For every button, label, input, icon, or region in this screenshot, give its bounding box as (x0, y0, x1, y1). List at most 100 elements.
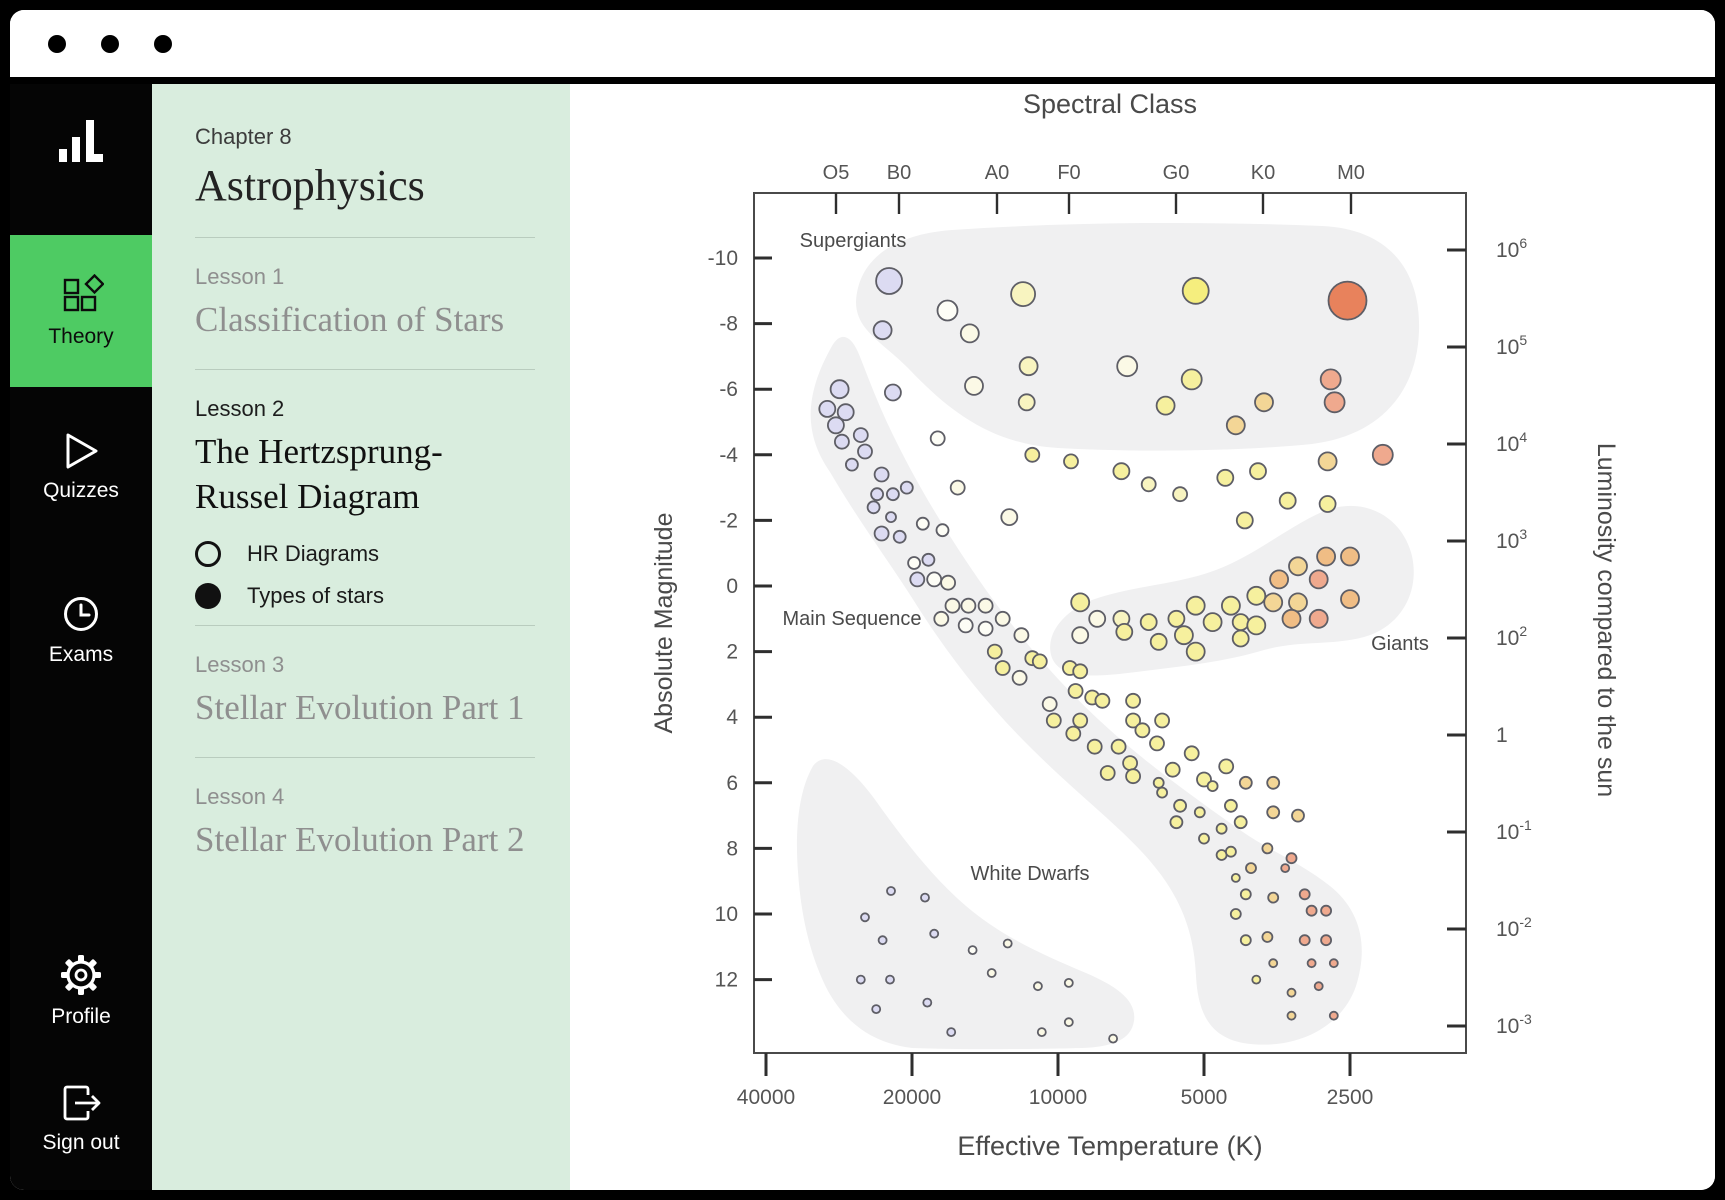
star-dot-giants (1340, 589, 1360, 609)
magnitude-tick: -2 (719, 509, 738, 532)
sidebar-item-theory[interactable]: Theory (10, 235, 152, 387)
play-icon (66, 433, 98, 469)
star-dot-supergiants (1010, 281, 1036, 308)
star-dot-main_sequence (1013, 627, 1030, 644)
star-dot-white_dwarfs (1108, 1033, 1118, 1044)
star-dot-main_sequence (1298, 934, 1311, 947)
star-dot-giants (1185, 641, 1206, 662)
main-content: Theory Quizzes Exams (10, 84, 1715, 1190)
spectral-class-tick: B0 (887, 162, 911, 184)
star-dot-white_dwarfs (1063, 1017, 1074, 1028)
star-dot-supergiants (1017, 393, 1036, 412)
lesson-title: Stellar Evolution Part 2 (195, 820, 525, 860)
star-dot-main_sequence (1065, 725, 1082, 742)
star-dot-main_sequence (977, 597, 994, 614)
star-dot-supergiants (1327, 280, 1368, 321)
star-dot-field (1318, 495, 1337, 513)
star-dot-main_sequence (940, 574, 956, 591)
star-dot-supergiants (1155, 395, 1176, 416)
star-dot-main_sequence (1320, 904, 1332, 917)
star-dot-main_sequence (986, 643, 1003, 660)
star-dot-field (949, 479, 966, 496)
region-label-main-sequence: Main Sequence (783, 608, 922, 630)
star-dot-main_sequence (1031, 653, 1048, 670)
star-dot-main_sequence (1193, 806, 1206, 819)
star-dot-main_sequence (1110, 738, 1127, 755)
star-dot-supergiants (959, 323, 980, 344)
star-dot-main_sequence (1280, 863, 1291, 873)
star-dot-main_sequence (960, 597, 977, 614)
star-dot-white_dwarfs (920, 892, 930, 903)
star-dot-main_sequence (1239, 888, 1252, 901)
filled-circle-bullet-icon (195, 583, 221, 610)
top-axis-title: Spectral Class (1023, 89, 1197, 119)
star-dot-main_sequence (1072, 712, 1089, 729)
star-dot-giants (1231, 613, 1250, 631)
sidebar-item-exams[interactable]: Exams (10, 592, 152, 667)
left-axis-title: Absolute Magnitude (650, 513, 678, 734)
star-dot-main_sequence (1218, 758, 1235, 775)
window-control-dot[interactable] (48, 34, 66, 53)
subitem-types-of-stars[interactable]: Types of stars (195, 583, 535, 610)
app-logo[interactable] (10, 118, 152, 164)
sidebar-item-label: Theory (48, 324, 114, 348)
star-dot-white_dwarfs (946, 1027, 957, 1037)
star-dot-field (1235, 511, 1254, 530)
sign-out-icon (63, 1085, 101, 1121)
sidebar: Theory Quizzes Exams (10, 84, 152, 1190)
sidebar-item-quizzes[interactable]: Quizzes (10, 430, 152, 503)
lesson-label: Lesson 4 (195, 784, 285, 810)
star-dot-main_sequence (1206, 780, 1219, 792)
star-dot-supergiants (1180, 368, 1203, 391)
star-dot-supergiants (872, 320, 893, 341)
star-dot-main_sequence (1094, 692, 1111, 709)
star-dot-field (1371, 443, 1394, 466)
star-dot-field (1024, 446, 1041, 463)
star-dot-giants (1149, 632, 1168, 651)
lesson-item-1[interactable]: Lesson 1 Classification of Stars (195, 264, 535, 343)
luminosity-tick: 1 (1496, 724, 1508, 747)
sidebar-item-signout[interactable]: Sign out (10, 1082, 152, 1155)
star-dot-field (1112, 462, 1131, 481)
clock-icon (64, 597, 98, 631)
lesson-item-4[interactable]: Lesson 4 Stellar Evolution Part 2 (195, 784, 535, 863)
star-dot-main_sequence (873, 525, 890, 542)
subitem-hr-diagrams[interactable]: HR Diagrams (195, 541, 535, 568)
temperature-tick: 2500 (1327, 1086, 1374, 1109)
star-dot-main_sequence (1149, 735, 1165, 752)
star-dot-giants (1340, 546, 1360, 567)
star-dot-field (1000, 508, 1019, 526)
star-dot-main_sequence (926, 571, 943, 588)
star-dot-main_sequence (921, 552, 936, 567)
sidebar-item-profile[interactable]: Profile (10, 952, 152, 1029)
star-dot-field (1140, 476, 1157, 493)
star-dot-main_sequence (1154, 712, 1170, 729)
magnitude-tick: 12 (715, 969, 738, 992)
luminosity-tick: 106 (1496, 235, 1527, 262)
lesson-item-2[interactable]: Lesson 2 The Hertzsprung-Russel Diagram … (195, 396, 535, 610)
star-dot-main_sequence (1164, 761, 1181, 778)
star-dot-giants (1139, 613, 1158, 631)
star-dot-main_sequence (1238, 775, 1253, 790)
region-supergiants (856, 222, 1420, 451)
lesson-label: Lesson 2 (195, 395, 285, 421)
magnitude-tick: -4 (719, 444, 738, 467)
lesson-item-3[interactable]: Lesson 3 Stellar Evolution Part 1 (195, 652, 535, 731)
magnitude-tick: -6 (719, 378, 738, 401)
region-main-sequence (810, 336, 1362, 1045)
star-dot-main_sequence (1306, 958, 1317, 969)
subitem-label: Types of stars (247, 583, 384, 609)
sidebar-item-label: Quizzes (43, 479, 119, 502)
magnitude-tick: -8 (719, 313, 738, 336)
lesson-title: Classification of Stars (195, 300, 505, 339)
window-control-dot[interactable] (154, 34, 172, 53)
lesson-subitems: HR Diagrams Types of stars (195, 541, 535, 610)
star-dot-giants (1115, 623, 1134, 641)
star-dot-giants (1288, 556, 1308, 577)
star-dot-main_sequence (1215, 822, 1228, 835)
window-control-dot[interactable] (101, 34, 119, 53)
star-dot-main_sequence (1239, 934, 1252, 947)
star-dot-white_dwarfs (871, 1004, 882, 1014)
star-dot-giants (1202, 612, 1223, 632)
star-dot-giants (1269, 569, 1289, 590)
